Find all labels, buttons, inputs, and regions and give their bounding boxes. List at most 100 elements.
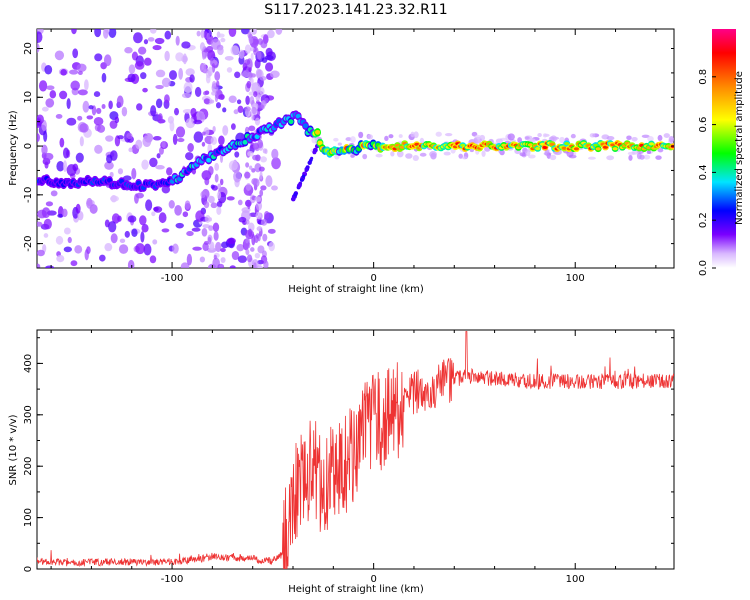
spectrogram-cell bbox=[117, 168, 124, 175]
spectrogram-cell bbox=[213, 254, 217, 260]
spectrogram-cell bbox=[110, 195, 119, 202]
colorbar-ticks: 0.0 0.2 0.4 0.6 0.8 bbox=[698, 69, 716, 276]
spectrogram-cell bbox=[655, 155, 662, 160]
spectrogram-cell bbox=[244, 44, 251, 54]
spectrogram-cell bbox=[178, 67, 184, 80]
spectrogram-cell bbox=[175, 222, 184, 229]
spectrogram-cell bbox=[254, 59, 261, 69]
spectrogram-ridge-core bbox=[317, 140, 323, 146]
spectrogram-cell bbox=[175, 52, 184, 62]
colorbar-tick-label: 0.4 bbox=[698, 164, 709, 180]
spectrogram-cell bbox=[247, 151, 254, 157]
y-tick-label: 20 bbox=[23, 42, 34, 55]
spectrogram-cell bbox=[251, 168, 256, 173]
spectrogram-cell bbox=[203, 98, 211, 105]
spectrogram-cell bbox=[268, 241, 275, 252]
spectrogram-cell bbox=[136, 103, 143, 111]
spectrogram-cell bbox=[350, 154, 355, 158]
spectrogram-cell bbox=[75, 152, 84, 163]
spectrogram-ridge-core bbox=[242, 139, 248, 145]
spectrogram-cell bbox=[231, 123, 236, 130]
spectrogram-cell bbox=[154, 37, 165, 45]
spectrogram-cell bbox=[228, 160, 238, 171]
spectrogram-cell bbox=[142, 87, 148, 93]
spectrogram-cell bbox=[45, 201, 54, 207]
snr-panel: -100 0 100 0 100 200 300 400 Height of straigh… bbox=[8, 329, 675, 595]
spectrogram-cell bbox=[181, 41, 191, 49]
spectrogram-cell bbox=[252, 154, 259, 161]
spectrogram-cell bbox=[256, 50, 262, 60]
spectrogram-cell bbox=[150, 29, 157, 34]
spectrogram-cell bbox=[267, 228, 276, 234]
spectrogram-cell bbox=[60, 69, 68, 76]
spectrogram-cell bbox=[149, 157, 158, 168]
spectrogram-cell bbox=[75, 203, 81, 214]
spectrogram-x-label: Height of straight line (km) bbox=[288, 284, 424, 295]
colorbar-tick-label: 0.0 bbox=[698, 260, 709, 276]
spectrogram-cell bbox=[305, 165, 310, 170]
spectrogram-y-ticks: -20 -10 0 10 20 bbox=[23, 42, 674, 269]
spectrogram-cell bbox=[191, 227, 201, 232]
spectrogram-cell bbox=[199, 42, 206, 52]
spectrogram-ridge-core bbox=[561, 146, 567, 150]
spectrogram-ridge-core bbox=[542, 145, 548, 150]
spectrogram-cell bbox=[86, 197, 93, 209]
spectrogram-cell bbox=[214, 93, 219, 103]
spectrogram-cell bbox=[63, 246, 72, 253]
spectrogram-cell bbox=[362, 153, 368, 160]
spectrogram-cell bbox=[413, 131, 419, 139]
spectrogram-cell bbox=[559, 136, 565, 144]
spectrogram-cell bbox=[237, 105, 244, 114]
spectrogram-cell bbox=[66, 117, 77, 126]
spectrogram-cell bbox=[104, 243, 113, 252]
spectrogram-cell bbox=[224, 55, 234, 61]
spectrogram-cell bbox=[237, 199, 243, 206]
spectrogram-cell bbox=[94, 29, 102, 38]
spectrogram-cell bbox=[82, 100, 90, 113]
spectrogram-cell bbox=[44, 65, 53, 75]
spectrogram-cell bbox=[238, 216, 247, 223]
spectrogram-cell bbox=[264, 55, 274, 61]
y-tick-label: 300 bbox=[23, 405, 34, 424]
spectrogram-cell bbox=[177, 138, 185, 143]
spectrogram-cell bbox=[192, 246, 202, 251]
spectrogram-ridge-core bbox=[549, 142, 555, 146]
spectrogram-cell bbox=[193, 131, 204, 143]
spectrogram-cell bbox=[133, 32, 143, 44]
spectrogram-cell bbox=[104, 161, 114, 170]
spectrogram-cell bbox=[140, 231, 145, 243]
spectrogram-cell bbox=[218, 33, 225, 38]
spectrogram-cell bbox=[265, 175, 273, 187]
spectrogram-cell bbox=[245, 219, 250, 225]
spectrogram-ridge-core bbox=[288, 119, 294, 125]
spectrogram-cell bbox=[435, 131, 442, 137]
colorbar: 0.0 0.2 0.4 0.6 0.8 Normalized spectral ampl… bbox=[698, 29, 745, 276]
spectrogram-ridge-core bbox=[610, 143, 616, 147]
snr-x-ticks: -100 0 100 bbox=[50, 330, 657, 585]
spectrogram-cell bbox=[444, 132, 453, 137]
spectrogram-cell bbox=[210, 241, 214, 249]
spectrogram-cell bbox=[127, 73, 136, 83]
spectrogram-cell bbox=[141, 224, 149, 233]
spectrogram-cell bbox=[110, 233, 118, 244]
spectrogram-cell bbox=[134, 61, 145, 70]
spectrogram-cell bbox=[271, 185, 278, 191]
spectrogram-cell bbox=[193, 119, 203, 125]
spectrogram-cell bbox=[88, 105, 94, 110]
spectrogram-cell bbox=[245, 237, 249, 244]
spectrogram-cell bbox=[236, 243, 245, 252]
spectrogram-cell bbox=[169, 70, 178, 81]
spectrogram-cell bbox=[86, 115, 94, 120]
spectrogram-cell bbox=[226, 67, 233, 73]
spectrogram-cell bbox=[43, 130, 48, 142]
spectrogram-cell bbox=[210, 184, 215, 189]
spectrogram-cell bbox=[525, 150, 531, 157]
spectrogram-cell bbox=[37, 263, 41, 268]
spectrogram-cell bbox=[185, 118, 196, 129]
spectrogram-cell bbox=[55, 235, 64, 245]
spectrogram-cell bbox=[190, 107, 197, 118]
spectrogram-cell bbox=[174, 107, 180, 116]
spectrogram-cell bbox=[528, 154, 536, 159]
spectrogram-cell bbox=[248, 125, 256, 132]
spectrogram-cell bbox=[37, 249, 45, 257]
